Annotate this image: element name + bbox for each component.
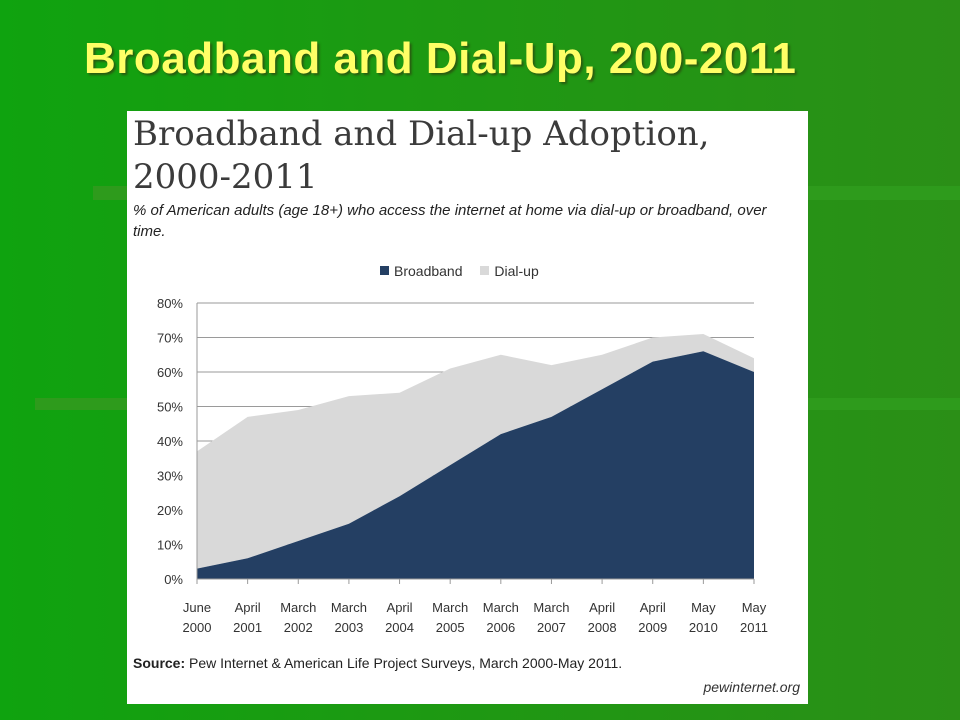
x-tick-label-year: 2008 xyxy=(588,620,617,635)
x-tick-label-month: April xyxy=(589,600,615,615)
x-tick-label-year: 2000 xyxy=(183,620,212,635)
y-tick-label: 10% xyxy=(157,538,183,553)
x-tick-label-year: 2007 xyxy=(537,620,566,635)
x-tick-label-year: 2001 xyxy=(233,620,262,635)
legend-item-dialup: Dial-up xyxy=(480,262,539,279)
y-tick-label: 40% xyxy=(157,434,183,449)
area-dialup xyxy=(197,334,754,569)
x-tick-label-month: March xyxy=(331,600,367,615)
source-text: Pew Internet & American Life Project Sur… xyxy=(185,655,623,671)
x-tick-label-year: 2010 xyxy=(689,620,718,635)
slide-title: Broadband and Dial-Up, 200-2011 xyxy=(84,34,797,83)
source-note: Source: Pew Internet & American Life Pro… xyxy=(133,655,622,671)
x-tick-label-month: May xyxy=(691,600,716,615)
x-tick-label-month: March xyxy=(533,600,569,615)
y-tick-label: 20% xyxy=(157,503,183,518)
x-tick-label-year: 2005 xyxy=(436,620,465,635)
y-tick-label: 50% xyxy=(157,400,183,415)
x-tick-label-month: April xyxy=(235,600,261,615)
x-tick-label-month: March xyxy=(432,600,468,615)
legend-label-dialup: Dial-up xyxy=(494,262,539,279)
x-tick-label-year: 2004 xyxy=(385,620,414,635)
chart-legend: Broadband Dial-up xyxy=(380,262,553,279)
x-tick-label-month: March xyxy=(483,600,519,615)
x-tick-label-year: 2011 xyxy=(740,620,768,635)
legend-label-broadband: Broadband xyxy=(394,262,463,279)
x-tick-label-month: June xyxy=(183,600,211,615)
area-broadband xyxy=(197,351,754,579)
x-tick-label-month: April xyxy=(387,600,413,615)
x-tick-label-month: April xyxy=(640,600,666,615)
chart-subtitle: % of American adults (age 18+) who acces… xyxy=(133,202,767,240)
x-tick-label-month: May xyxy=(742,600,767,615)
x-tick-label-year: 2006 xyxy=(486,620,515,635)
chart-card: Broadband and Dial-up Adoption, 2000-201… xyxy=(127,111,808,704)
chart-title: Broadband and Dial-up Adoption, 2000-201… xyxy=(133,114,710,197)
y-tick-label: 30% xyxy=(157,469,183,484)
chart-plot: 0% 10% 20% 30% 40% 50% 60% 70% 80% June 2000 April 2… xyxy=(157,296,768,635)
legend-swatch-dialup xyxy=(480,266,490,275)
x-tick-label-year: 2009 xyxy=(638,620,667,635)
legend-item-broadband: Broadband xyxy=(380,263,463,279)
source-label: Source: xyxy=(133,655,186,671)
x-tick-label-month: March xyxy=(280,600,316,615)
y-tick-label: 0% xyxy=(164,572,183,587)
x-tick-label-year: 2002 xyxy=(284,620,313,635)
x-tick-label-year: 2003 xyxy=(334,620,363,635)
y-tick-label: 60% xyxy=(157,365,183,380)
credit: pewinternet.org xyxy=(703,679,800,695)
y-tick-label: 80% xyxy=(157,296,183,311)
y-tick-label: 70% xyxy=(157,331,183,346)
legend-swatch-broadband xyxy=(380,266,389,275)
